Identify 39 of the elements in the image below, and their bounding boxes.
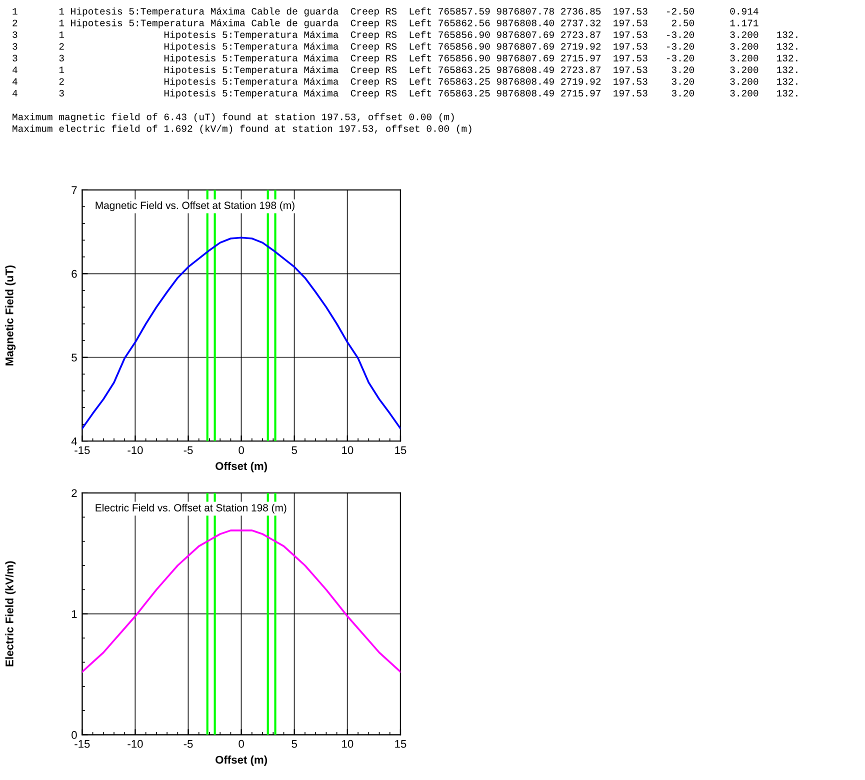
x-tick-label: 0 bbox=[238, 740, 244, 748]
text: 2 1 Hipotesis 5:Temperatura Máxima Cable de guarda Creep RS Left 765862.56 9876808.40 2737.32 197.53 2.50 1.171 bbox=[12, 19, 758, 28]
text: 1 1 Hipotesis 5:Temperatura Máxima Cable de guarda Creep RS Left 765857.59 9876807.78 2736.85 197.53 -2.50 0.914 bbox=[12, 7, 758, 17]
y-tick-label: 2 bbox=[72, 489, 77, 497]
text: 4 3 Hipotesis 5:Temperatura Máxima Creep RS Left 765863.25 9876808.49 2715.97 197.53 3.20 3.200 132. bbox=[12, 89, 798, 98]
x-tick-label: 5 bbox=[292, 740, 298, 748]
text: Magnetic Field vs. Offset at Station 198 (m) bbox=[96, 201, 294, 212]
x-tick-label: 15 bbox=[395, 446, 406, 454]
y-tick-label: 4 bbox=[71, 437, 77, 446]
y-tick-label: 0 bbox=[72, 731, 77, 739]
text: 3 2 Hipotesis 5:Temperatura Máxima Creep RS Left 765856.90 9876807.69 2719.92 197.53 -3.20 3.200 132. bbox=[12, 42, 798, 52]
text: Electric Field vs. Offset at Station 198 (m) bbox=[96, 504, 286, 514]
y-tick-label: 7 bbox=[72, 186, 77, 194]
text: 4 2 Hipotesis 5:Temperatura Máxima Creep RS Left 765863.25 9876808.49 2719.92 197.53 3.20 3.200 132. bbox=[12, 78, 798, 87]
y-axis-title: Electric Field (kV/m) bbox=[5, 561, 16, 666]
y-tick-label: 1 bbox=[72, 610, 77, 618]
x-axis-title: Offset (m) bbox=[216, 462, 268, 472]
x-tick-label: 15 bbox=[395, 740, 406, 748]
x-tick-label: 10 bbox=[342, 446, 354, 454]
x-axis-title: Offset (m) bbox=[216, 756, 268, 766]
text: 3 3 Hipotesis 5:Temperatura Máxima Creep RS Left 765856.90 9876807.69 2715.97 197.53 -3.20 3.200 132. bbox=[12, 54, 798, 64]
text: Maximum magnetic field of 6.43 (uT) found at station 197.53, offset 0.00 (m) bbox=[12, 113, 454, 122]
text: 4 1 Hipotesis 5:Temperatura Máxima Creep RS Left 765863.25 9876808.49 2723.87 197.53 3.20 3.200 132. bbox=[12, 66, 798, 76]
line-series bbox=[82, 236, 400, 430]
y-axis-title: Magnetic Field (uT) bbox=[5, 265, 16, 366]
line-series bbox=[82, 530, 400, 673]
y-tick-label: 6 bbox=[72, 270, 77, 278]
x-tick-label: -10 bbox=[128, 740, 143, 748]
y-tick-label: 5 bbox=[72, 354, 77, 362]
x-tick-label: -15 bbox=[74, 446, 90, 454]
x-tick-label: -15 bbox=[74, 740, 90, 748]
text: Maximum electric field of 1.692 (kV/m) found at station 197.53, offset 0.00 (m) bbox=[12, 124, 472, 134]
x-tick-label: -5 bbox=[184, 740, 193, 748]
x-tick-label: 0 bbox=[238, 446, 244, 454]
x-tick-label: -5 bbox=[184, 446, 193, 454]
x-tick-label: 10 bbox=[342, 740, 354, 748]
text: 3 1 Hipotesis 5:Temperatura Máxima Creep RS Left 765856.90 9876807.69 2723.87 197.53 -3.20 3.200 132. bbox=[12, 30, 798, 40]
x-tick-label: -10 bbox=[128, 446, 143, 454]
x-tick-label: 5 bbox=[292, 446, 298, 454]
